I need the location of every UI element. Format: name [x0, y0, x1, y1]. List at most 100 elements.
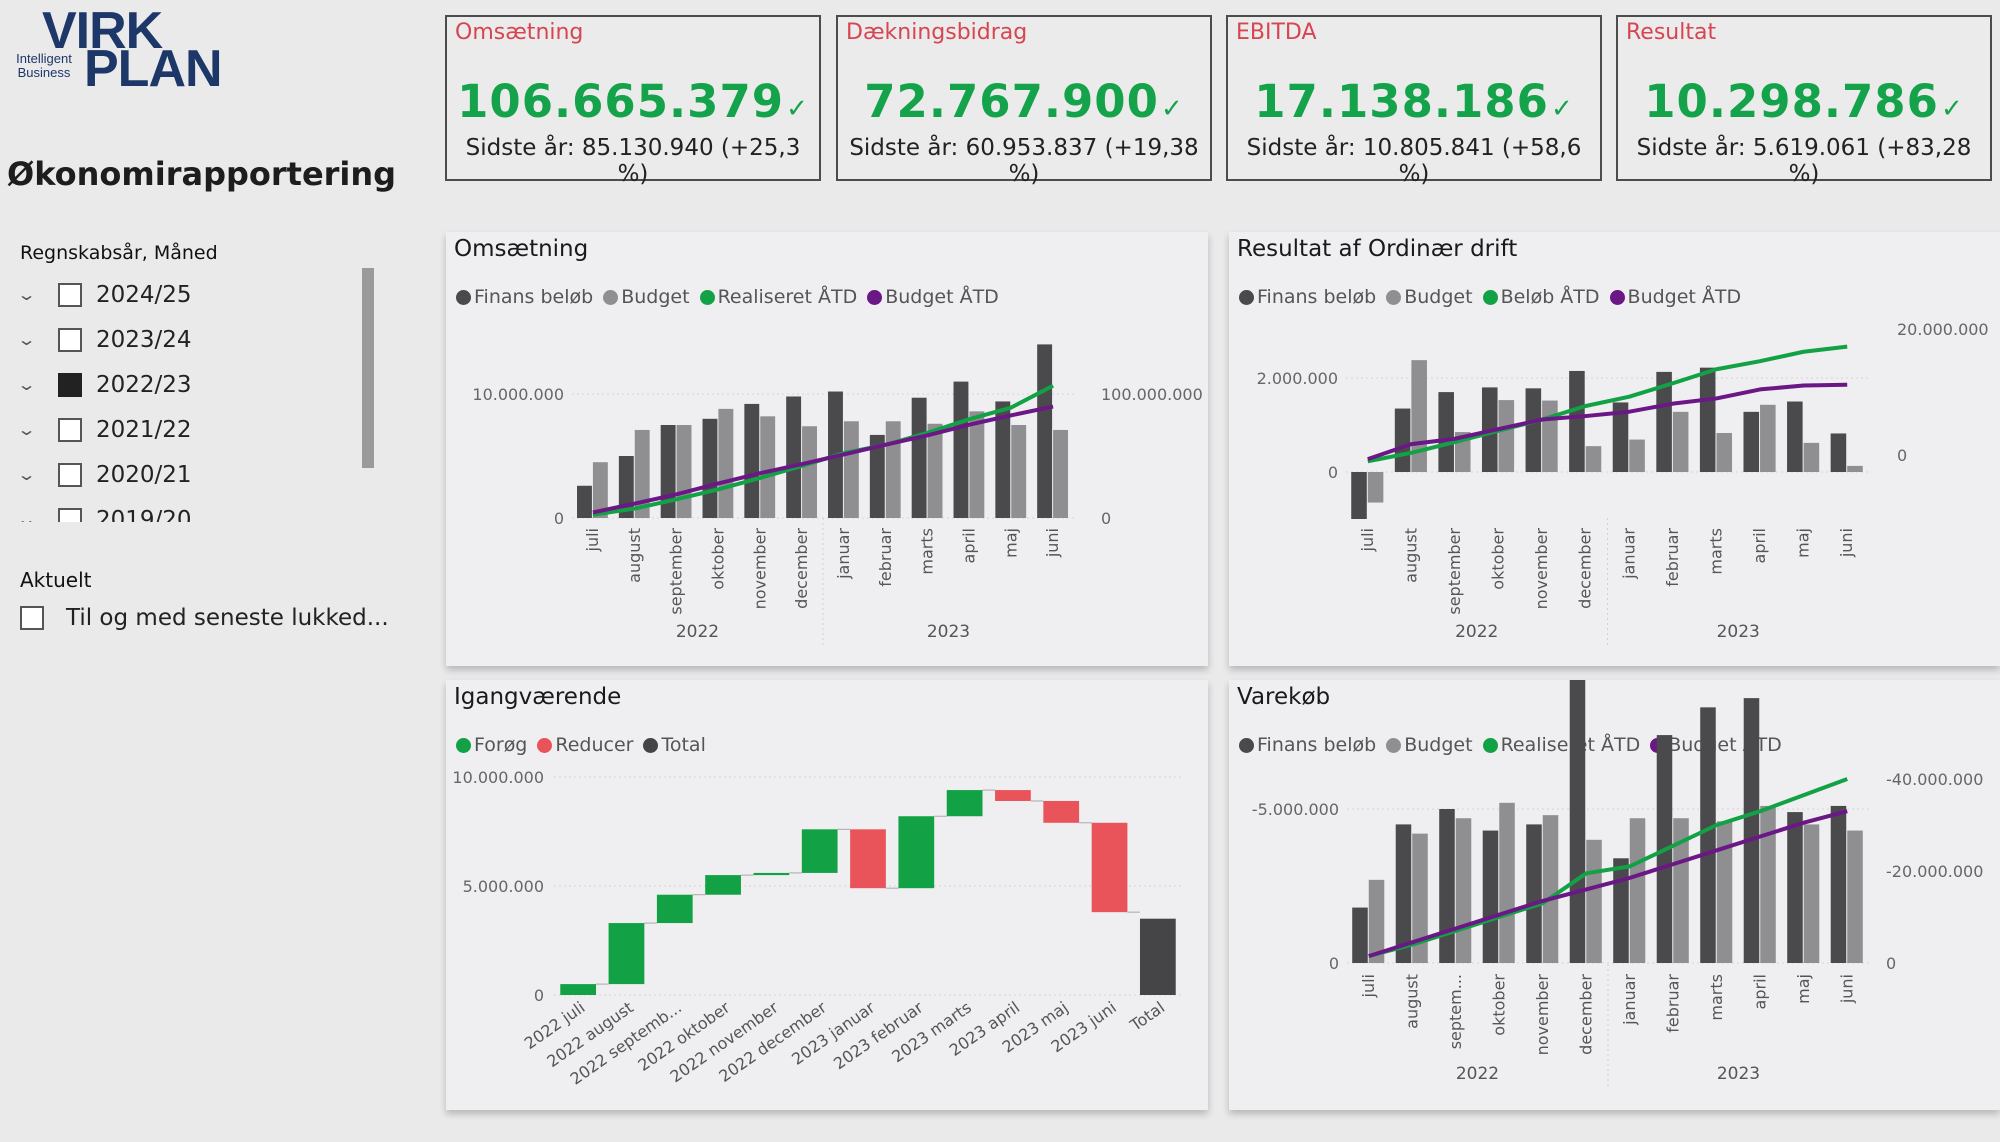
chart-title: Igangværende: [454, 684, 622, 710]
bar: [885, 421, 901, 518]
x-tick-label: august: [1401, 528, 1420, 583]
chevron-down-icon[interactable]: ⌄: [20, 285, 50, 304]
checkbox[interactable]: [58, 417, 82, 442]
bar: [927, 423, 943, 518]
kpi-card-daekningsbidrag[interactable]: Dækningsbidrag 72.767.900✓ Sidste år: 60…: [836, 15, 1212, 187]
y-tick-label: -5.000.000: [1252, 800, 1339, 819]
chart-resultat-ordinaer-drift[interactable]: Resultat af Ordinær drift Finans beløb Bu…: [1229, 232, 2000, 666]
year-group-label: 2023: [1717, 622, 1760, 642]
year-month-slicer[interactable]: ⌄ 2024/25 ⌄ 2023/24 ⌄ 2022/23 ⌄ 2021/22 …: [20, 272, 360, 522]
kpi-card-omsaetning[interactable]: Omsætning 106.665.379✓ Sidste år: 85.130…: [445, 15, 821, 187]
y2-tick-label: 0: [1886, 954, 1896, 973]
bar: [1499, 802, 1515, 963]
slicer-item-2022-23[interactable]: ⌄ 2022/23: [20, 362, 360, 407]
slicer-title: Regnskabsår, Måned: [20, 242, 218, 264]
bar: [995, 401, 1011, 518]
legend-item[interactable]: Finans beløb: [1239, 286, 1376, 308]
x-tick-label: marts: [918, 528, 937, 575]
chevron-down-icon[interactable]: ⌄: [20, 510, 50, 522]
x-tick-label: oktober: [1489, 974, 1508, 1036]
bar: [1412, 833, 1428, 963]
y-tick-label: 0: [534, 986, 544, 1005]
bar: [1439, 809, 1455, 963]
chart-omsaetning[interactable]: Omsætning Finans beløb Budget Realiseret Å…: [446, 232, 1208, 666]
slicer-item-2019-20[interactable]: ⌄ 2019/20: [20, 497, 360, 522]
chevron-down-icon[interactable]: ⌄: [20, 330, 50, 349]
x-tick-label: november: [750, 528, 769, 610]
bar: [1656, 371, 1672, 472]
bar: [1699, 367, 1716, 472]
waterfall-bar: [656, 894, 693, 924]
legend-item[interactable]: Budget: [1386, 734, 1473, 756]
checkbox-checked[interactable]: [58, 372, 82, 397]
bar: [1613, 858, 1629, 963]
bar: [1803, 442, 1820, 472]
x-tick-label: januar: [1620, 974, 1639, 1026]
legend-label: Beløb ÅTD: [1500, 286, 1600, 308]
legend-item[interactable]: Forøg: [456, 734, 527, 756]
slicer-item-2023-24[interactable]: ⌄ 2023/24: [20, 317, 360, 362]
slicer-item-2021-22[interactable]: ⌄ 2021/22: [20, 407, 360, 452]
line-series: [592, 404, 1054, 515]
legend-item[interactable]: Finans beløb: [1239, 734, 1376, 756]
legend-item[interactable]: Beløb ÅTD: [1482, 286, 1600, 308]
chevron-down-icon[interactable]: ⌄: [20, 420, 50, 439]
bar: [1716, 821, 1733, 963]
x-tick-label: april: [1750, 528, 1769, 563]
x-tick-label: november: [1532, 528, 1551, 610]
waterfall-bar: [898, 816, 935, 889]
kpi-card-resultat[interactable]: Resultat 10.298.786✓ Sidste år: 5.619.06…: [1616, 15, 1992, 187]
bar: [1743, 411, 1760, 472]
legend-item[interactable]: Budget: [1386, 286, 1473, 308]
chart-title: Varekøb: [1237, 684, 1331, 710]
x-tick-label: april: [1750, 974, 1769, 1009]
legend-dot-icon: [456, 289, 471, 305]
checkbox[interactable]: [58, 462, 82, 487]
chevron-down-icon[interactable]: ⌄: [20, 465, 50, 484]
slicer-item-2024-25[interactable]: ⌄ 2024/25: [20, 272, 360, 317]
legend-item[interactable]: Budget ÅTD: [867, 286, 999, 308]
x-tick-label: juli: [583, 528, 602, 552]
x-tick-label: juli: [1358, 528, 1377, 552]
checkbox[interactable]: [58, 507, 82, 522]
kpi-last-year: Sidste år: 10.805.841 (+58,6 %): [1246, 135, 1582, 187]
kpi-card-ebitda[interactable]: EBITDA 17.138.186✓ Sidste år: 10.805.841…: [1226, 15, 1602, 187]
bar: [1367, 472, 1384, 503]
bar: [1438, 392, 1454, 472]
bar: [1629, 439, 1645, 472]
year-group-label: 2022: [676, 622, 719, 642]
legend-dot-icon: [699, 289, 715, 305]
legend-dot-icon: [537, 737, 553, 753]
legend-item[interactable]: Total: [643, 734, 706, 756]
line-series: [1367, 344, 1848, 464]
legend-item[interactable]: Budget ÅTD: [1609, 286, 1742, 308]
checkbox[interactable]: [58, 327, 82, 352]
legend-label: Finans beløb: [1257, 286, 1377, 308]
legend-item[interactable]: Realiseret ÅTD: [699, 286, 857, 308]
aktuelt-option[interactable]: Til og med seneste lukked...: [20, 605, 389, 631]
x-tick-label: maj: [1001, 528, 1020, 558]
checkbox[interactable]: [58, 282, 82, 307]
x-tick-label: november: [1533, 974, 1552, 1056]
legend-item[interactable]: Finans beløb: [456, 286, 593, 308]
legend-item[interactable]: Reducer: [537, 734, 633, 756]
legend-label: Finans beløb: [474, 286, 594, 308]
chart-varekoeb[interactable]: Varekøb Finans beløb Budget Realiseret ÅTD…: [1229, 680, 2000, 1110]
waterfall-bar: [753, 872, 790, 876]
x-tick-label: april: [959, 528, 978, 563]
checkbox[interactable]: [20, 606, 44, 630]
bar: [1586, 839, 1602, 963]
check-icon: ✓: [1550, 94, 1574, 124]
bar: [869, 434, 885, 518]
slicer-scrollbar[interactable]: [362, 268, 374, 468]
slicer-item-2020-21[interactable]: ⌄ 2020/21: [20, 452, 360, 497]
x-tick-label: maj: [1794, 974, 1813, 1004]
bar: [1743, 698, 1760, 963]
chart-legend: Finans beløb Budget Realiseret ÅTD Budget Å…: [456, 286, 1009, 308]
chevron-down-icon[interactable]: ⌄: [20, 375, 50, 394]
legend-label: Budget ÅTD: [1627, 286, 1742, 308]
bar: [1847, 465, 1863, 472]
kpi-last-year: Sidste år: 5.619.061 (+83,28 %): [1636, 135, 1972, 187]
legend-item[interactable]: Budget: [603, 286, 690, 308]
chart-igangvaerende[interactable]: Igangværende Forøg Reducer Total 10.000.00…: [446, 680, 1208, 1110]
